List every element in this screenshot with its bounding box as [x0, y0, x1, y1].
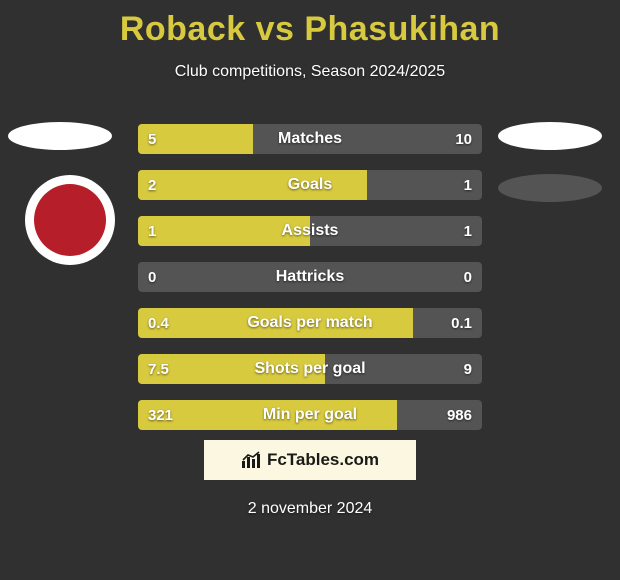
- bar-label: Goals: [138, 170, 482, 200]
- bar-label: Min per goal: [138, 400, 482, 430]
- date-text: 2 november 2024: [0, 500, 620, 518]
- left-club-badge-inner: [34, 184, 106, 256]
- left-club-badge: [25, 175, 115, 265]
- bar-row: 11Assists: [138, 216, 482, 246]
- comparison-bars: 510Matches 21Goals 11Assists 00Hattricks 0.4…: [138, 124, 482, 446]
- right-team-ellipse-2: [498, 174, 602, 202]
- bar-label: Shots per goal: [138, 354, 482, 384]
- right-team-ellipse: [498, 122, 602, 150]
- bar-row: 7.59Shots per goal: [138, 354, 482, 384]
- bar-label: Matches: [138, 124, 482, 154]
- page-title: Roback vs Phasukihan: [0, 0, 620, 49]
- bar-row: 21Goals: [138, 170, 482, 200]
- brand-chart-icon: [241, 451, 261, 469]
- brand-box: FcTables.com: [204, 440, 416, 480]
- bar-label: Hattricks: [138, 262, 482, 292]
- brand-text: FcTables.com: [267, 450, 379, 470]
- bar-label: Assists: [138, 216, 482, 246]
- bar-row: 00Hattricks: [138, 262, 482, 292]
- bar-row: 321986Min per goal: [138, 400, 482, 430]
- subtitle: Club competitions, Season 2024/2025: [0, 63, 620, 81]
- bar-label: Goals per match: [138, 308, 482, 338]
- bar-row: 0.40.1Goals per match: [138, 308, 482, 338]
- left-team-ellipse: [8, 122, 112, 150]
- bar-row: 510Matches: [138, 124, 482, 154]
